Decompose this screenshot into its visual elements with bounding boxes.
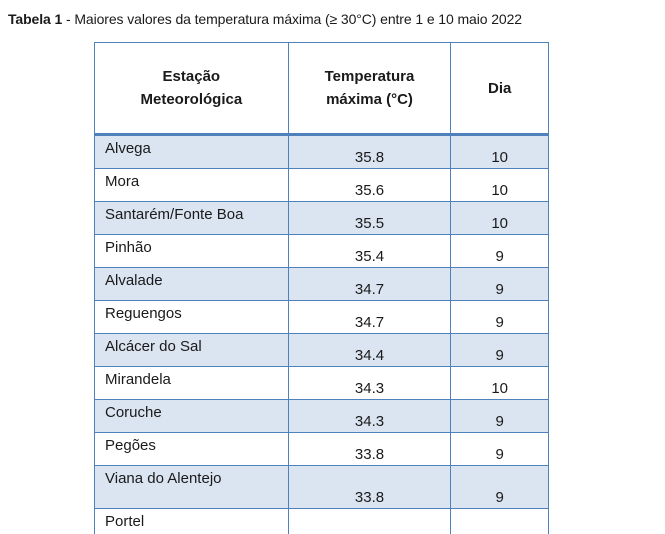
header-station: Estação Meteorológica: [94, 42, 289, 136]
day-cell: 10: [450, 168, 549, 202]
station-cell: Alcácer do Sal: [94, 333, 289, 367]
temperature-cell: 33.8: [287, 508, 452, 534]
station-cell: Pegões: [94, 432, 289, 466]
temperature-cell: 34.7: [287, 300, 452, 334]
temperature-cell: 34.4: [287, 333, 452, 367]
day-cell: 10: [450, 134, 549, 169]
table-caption: Tabela 1 - Maiores valores da temperatur…: [8, 9, 522, 29]
station-cell: Mirandela: [94, 366, 289, 400]
station-cell: Alvalade: [94, 267, 289, 301]
table-header: Estação Meteorológica Temperatura máxima…: [94, 42, 549, 136]
temperature-cell: 34.3: [287, 366, 452, 400]
table-row: Alvega 35.8 10: [94, 134, 549, 169]
day-cell: 9: [450, 508, 549, 534]
day-cell: 9: [450, 432, 549, 466]
table-row: Pegões 33.8 9: [94, 432, 549, 466]
header-temperature: Temperatura máxima (°C): [287, 42, 452, 136]
table-row: Mirandela 34.3 10: [94, 366, 549, 400]
table-row: Pinhão 35.4 9: [94, 234, 549, 268]
table-row: Alvalade 34.7 9: [94, 267, 549, 301]
temperature-cell: 34.7: [287, 267, 452, 301]
header-row: Estação Meteorológica Temperatura máxima…: [94, 42, 549, 136]
table-row: Mora 35.6 10: [94, 168, 549, 202]
day-cell: 9: [450, 465, 549, 509]
header-day: Dia: [450, 42, 549, 136]
temperature-cell: 35.4: [287, 234, 452, 268]
day-cell: 9: [450, 267, 549, 301]
table-body: Alvega 35.8 10 Mora 35.6 10 Santarém/Fon…: [94, 134, 549, 534]
header-station-line2: Meteorológica: [140, 91, 243, 108]
temperature-cell: 34.3: [287, 399, 452, 433]
station-cell: Mora: [94, 168, 289, 202]
station-cell: Alvega: [94, 134, 289, 169]
temperature-cell: 35.6: [287, 168, 452, 202]
caption-text: - Maiores valores da temperatura máxima …: [62, 11, 522, 27]
station-cell: Reguengos: [94, 300, 289, 334]
station-cell: Portel: [94, 508, 289, 534]
day-cell: 9: [450, 234, 549, 268]
day-cell: 9: [450, 300, 549, 334]
day-cell: 10: [450, 366, 549, 400]
table-row: Alcácer do Sal 34.4 9: [94, 333, 549, 367]
table-row: Reguengos 34.7 9: [94, 300, 549, 334]
station-cell: Santarém/Fonte Boa: [94, 201, 289, 235]
temperature-table: Estação Meteorológica Temperatura máxima…: [94, 42, 549, 534]
temperature-cell: 35.8: [287, 134, 452, 169]
temperature-cell: 33.8: [287, 465, 452, 509]
header-temp-line2: máxima (°C): [326, 91, 413, 108]
temperature-cell: 33.8: [287, 432, 452, 466]
day-cell: 9: [450, 399, 549, 433]
day-cell: 10: [450, 201, 549, 235]
table-row: Viana do Alentejo 33.8 9: [94, 465, 549, 509]
header-station-line1: Estação: [162, 68, 221, 85]
temperature-cell: 35.5: [287, 201, 452, 235]
table-row: Coruche 34.3 9: [94, 399, 549, 433]
station-cell: Pinhão: [94, 234, 289, 268]
table-row: Santarém/Fonte Boa 35.5 10: [94, 201, 549, 235]
station-cell: Viana do Alentejo: [94, 465, 289, 509]
header-temp-line1: Temperatura: [324, 68, 415, 85]
station-cell: Coruche: [94, 399, 289, 433]
table-row: Portel 33.8 9: [94, 508, 549, 534]
caption-label: Tabela 1: [8, 11, 63, 27]
day-cell: 9: [450, 333, 549, 367]
